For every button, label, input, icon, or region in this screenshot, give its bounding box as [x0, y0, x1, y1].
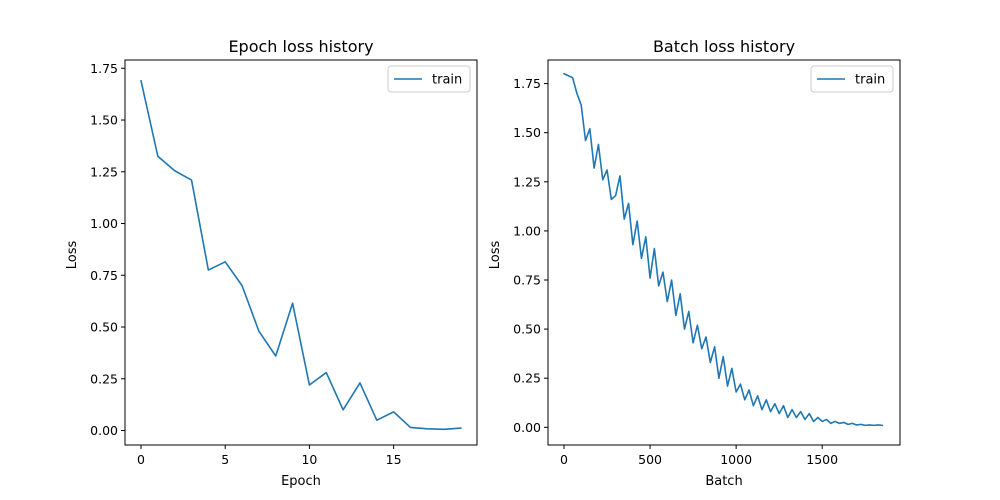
y-tick-label: 0.25: [513, 371, 541, 386]
y-axis-label: Loss: [488, 241, 503, 270]
y-tick-label: 1.25: [90, 164, 118, 179]
legend-label: train: [432, 73, 462, 88]
axes-frame: [124, 59, 478, 446]
y-tick-label: 1.75: [513, 76, 541, 91]
chart-title: Epoch loss history: [228, 37, 373, 56]
x-axis-label: Epoch: [281, 474, 321, 489]
y-tick-label: 0.50: [90, 320, 118, 335]
y-tick-label: 1.50: [513, 125, 541, 140]
y-tick-label: 0.50: [513, 322, 541, 337]
batch-loss-chart: Batch loss history Batch Loss 0 500 1000 15…: [488, 37, 901, 489]
x-tick-label: 0: [137, 452, 145, 467]
y-tick-label: 0.00: [513, 420, 541, 435]
y-tick-label: 0.75: [513, 273, 541, 288]
chart-title: Batch loss history: [653, 37, 795, 56]
x-tick-label: 10: [301, 452, 317, 467]
legend: train: [810, 65, 894, 93]
y-axis-label: Loss: [65, 241, 80, 270]
x-tick-label: 0: [560, 452, 568, 467]
y-tick-label: 0.00: [90, 423, 118, 438]
y-tick-label: 1.00: [513, 223, 541, 238]
axes-frame: [547, 59, 901, 446]
plot-area: 0 500 1000 1500 0.00 0.25 0.50 0.75 1.00 1.25 1.50…: [513, 59, 901, 467]
x-tick-label: 5: [221, 452, 229, 467]
series-line-0: [563, 72, 884, 427]
legend-box: [810, 65, 894, 93]
legend: train: [387, 65, 471, 93]
y-tick-label: 0.25: [90, 371, 118, 386]
epoch-loss-chart: Epoch loss history Epoch Loss 0 5 10 15 0.00…: [65, 37, 478, 489]
legend-label: train: [855, 73, 885, 88]
y-tick-label: 1.25: [513, 174, 541, 189]
y-tick-label: 1.75: [90, 61, 118, 76]
x-tick-label: 15: [386, 452, 402, 467]
series-line-0: [140, 79, 462, 431]
y-tick-label: 1.00: [90, 216, 118, 231]
x-tick-label: 1500: [806, 452, 838, 467]
plot-area: 0 5 10 15 0.00 0.25 0.50 0.75 1.00 1.25 1.50 1.75 tr…: [90, 59, 478, 467]
x-axis-label: Batch: [705, 474, 742, 489]
x-tick-label: 1000: [720, 452, 752, 467]
x-tick-label: 500: [638, 452, 662, 467]
y-tick-label: 1.50: [90, 113, 118, 128]
legend-box: [387, 65, 471, 93]
y-tick-label: 0.75: [90, 268, 118, 283]
